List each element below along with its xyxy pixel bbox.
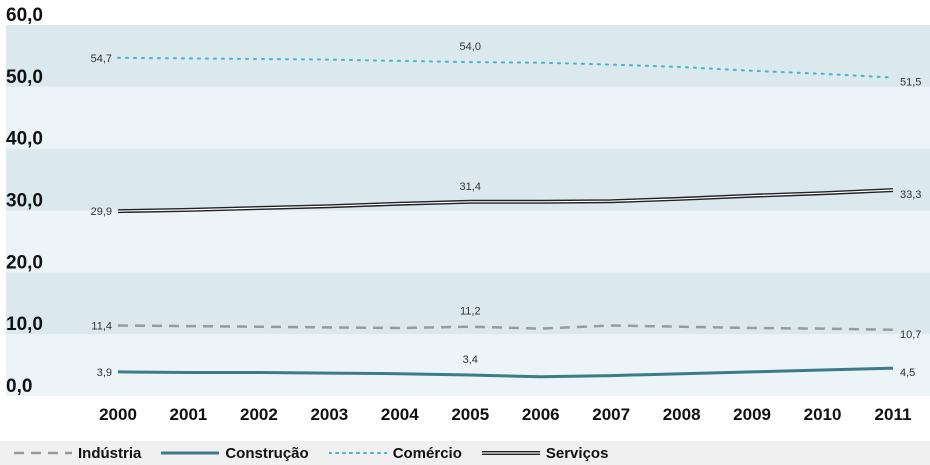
series-lines	[117, 56, 894, 379]
legend: Indústria Construção Comércio Serviços	[0, 441, 930, 465]
grid-band	[6, 334, 930, 396]
series-line-1	[117, 366, 894, 379]
x-axis: 2000 2001 2002 2003 2004 2005 2006 2007 2008 2009…	[99, 405, 911, 424]
y-axis: 0,0 10,0 20,0 30,0 40,0 50,0 60,0	[6, 5, 43, 397]
legend-swatch-servicos	[481, 451, 540, 455]
data-labels: 11,4 11,2 10,7 3,9 3,4 4,5 54,7 54,0 51,5 29,9 31,…	[91, 41, 922, 379]
x-tick-label: 2011	[875, 405, 912, 424]
grid-band	[6, 86, 930, 149]
legend-label-industria: Indústria	[78, 444, 142, 462]
legend-swatch-industria	[14, 451, 72, 455]
x-tick-label: 2009	[733, 405, 771, 424]
legend-label-comercio: Comércio	[392, 444, 462, 462]
x-tick-label: 2005	[451, 405, 489, 424]
data-label: 29,9	[91, 206, 112, 218]
x-tick-label: 2007	[592, 405, 630, 424]
grid-band	[6, 210, 930, 273]
data-label: 31,4	[460, 181, 481, 193]
data-label: 10,7	[900, 329, 921, 341]
y-tick-label: 20,0	[6, 252, 43, 273]
legend-label-servicos: Serviços	[545, 444, 609, 462]
grid-band	[6, 25, 930, 87]
y-tick-label: 10,0	[6, 314, 43, 335]
data-label: 11,4	[91, 321, 112, 333]
data-label: 3,4	[463, 354, 478, 366]
legend-swatch-comercio	[328, 452, 387, 454]
x-tick-label: 2010	[804, 405, 842, 424]
line-chart: 0,0 10,0 20,0 30,0 40,0 50,0 60,0 2000 2001 2002…	[6, 5, 930, 424]
legend-item-industria: Indústria	[14, 445, 141, 462]
legend-label-construcao: Construção	[225, 444, 309, 462]
data-label: 33,3	[900, 189, 921, 201]
x-tick-label: 2001	[170, 405, 208, 424]
grid-bands	[6, 25, 930, 396]
data-label: 54,0	[460, 41, 481, 53]
data-label: 51,5	[900, 77, 921, 89]
data-label: 3,9	[97, 367, 112, 379]
x-tick-label: 2006	[522, 405, 560, 424]
y-tick-label: 30,0	[6, 191, 43, 212]
x-tick-label: 2002	[240, 405, 278, 424]
data-label: 54,7	[91, 53, 112, 65]
y-tick-label: 40,0	[6, 129, 43, 150]
y-tick-label: 60,0	[6, 5, 43, 26]
x-tick-label: 2004	[381, 405, 419, 424]
y-tick-label: 0,0	[6, 376, 32, 397]
x-tick-label: 2000	[99, 405, 137, 424]
series-line-3-inner	[117, 189, 894, 212]
legend-item-comercio: Comércio	[328, 444, 462, 462]
data-label: 4,5	[900, 367, 915, 379]
legend-item-servicos: Serviços	[481, 444, 609, 462]
x-tick-label: 2008	[663, 405, 701, 424]
series-line-2	[117, 56, 894, 79]
x-tick-label: 2003	[310, 405, 348, 424]
y-tick-label: 50,0	[6, 67, 43, 88]
data-label: 11,2	[460, 306, 481, 318]
legend-swatch-construcao	[161, 451, 220, 455]
grid-band	[6, 272, 930, 335]
legend-item-construcao: Construção	[161, 444, 309, 462]
